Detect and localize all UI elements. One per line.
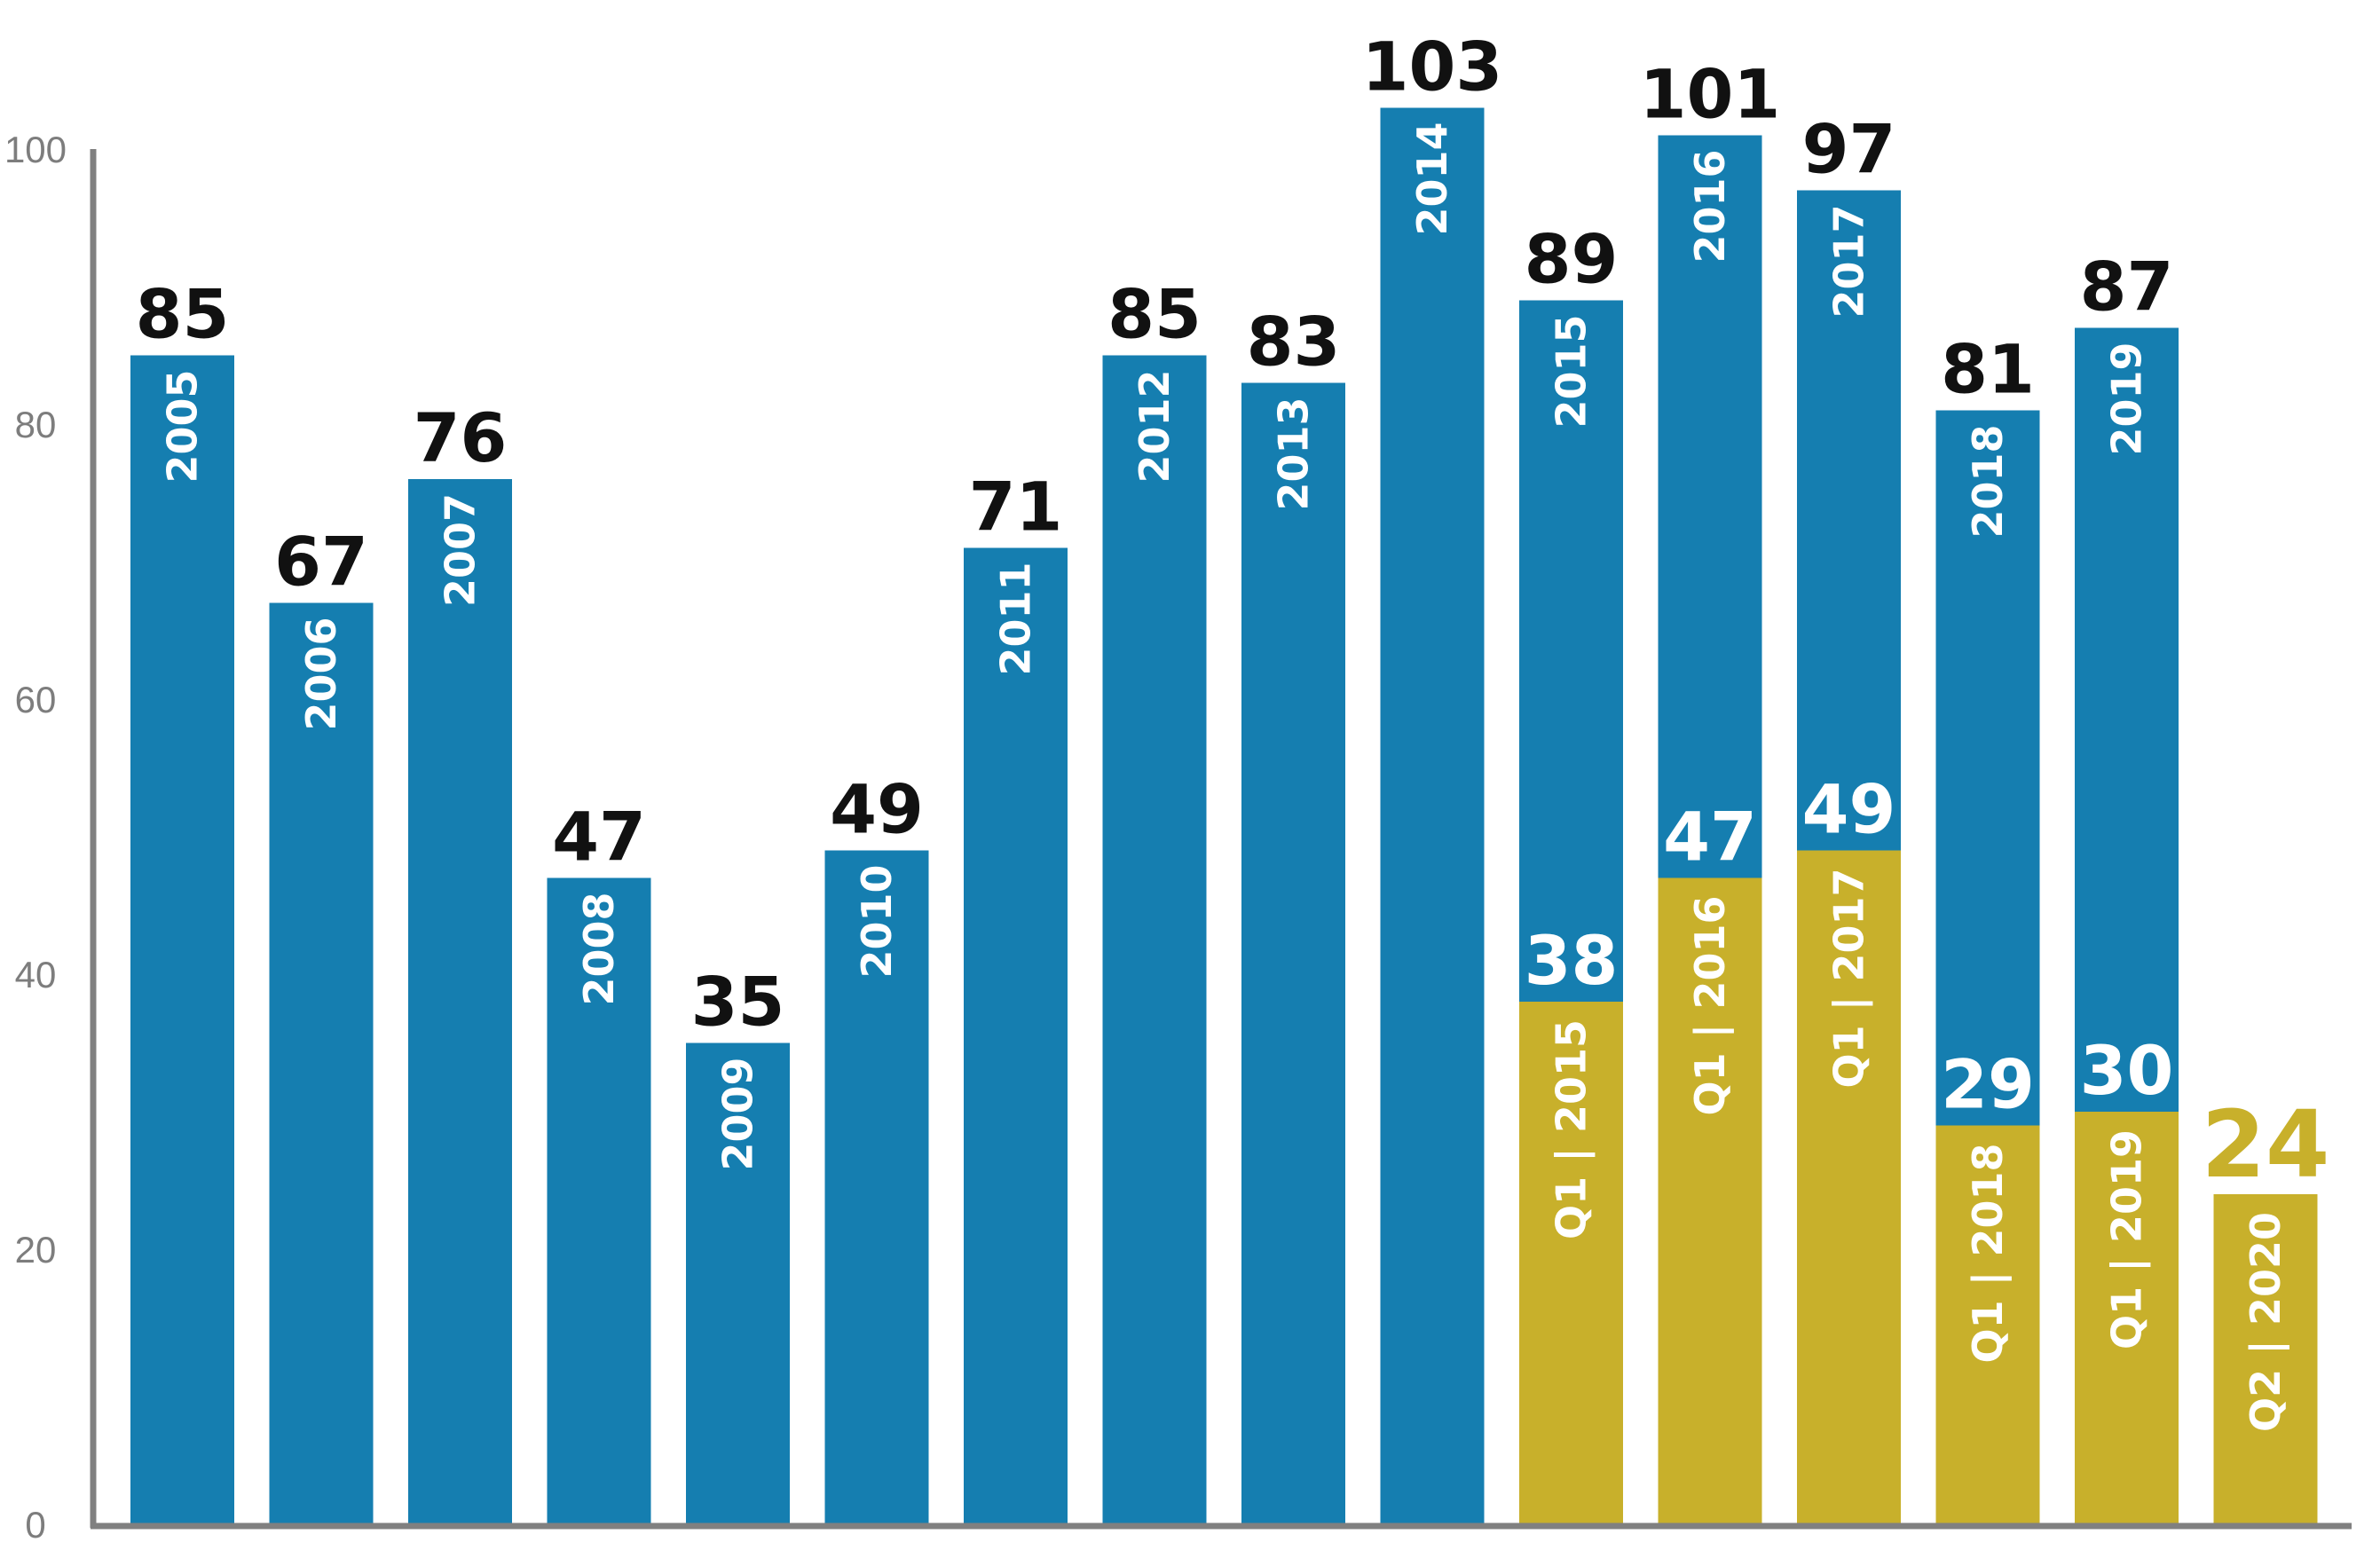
bar-2005 <box>130 355 234 1524</box>
quarter-bar-label: Q1 | 2016 <box>1686 896 1735 1116</box>
bar-label-2013: 2013 <box>1270 397 1318 511</box>
value-label-2019: 87 <box>2080 248 2174 326</box>
labels: 85 2005 67 2006 76 2007 47 2008 35 2009 49 2010 71 20… <box>136 28 2330 1432</box>
y-tick-label: 60 <box>15 679 57 720</box>
bar-label-2006: 2006 <box>297 618 345 731</box>
bar-label-2014: 2014 <box>1408 122 1456 236</box>
bar-label-2012: 2012 <box>1131 370 1178 484</box>
quarter-value-label: 38 <box>1525 921 1619 1000</box>
bar-label-2018: 2018 <box>1964 425 2012 539</box>
y-tick-label: 40 <box>15 954 57 995</box>
value-label-2012: 85 <box>1107 275 1202 354</box>
value-label-2015: 89 <box>1525 220 1619 299</box>
bar-label-2010: 2010 <box>853 865 901 979</box>
bar-label-2015: 2015 <box>1548 315 1596 429</box>
value-label-2008: 47 <box>552 798 646 877</box>
y-tick-label: 80 <box>15 404 57 445</box>
value-label-2009: 35 <box>691 963 785 1042</box>
bar-label-2017: 2017 <box>1825 205 1873 319</box>
y-tick-label: 100 <box>4 129 67 170</box>
value-label-2016: 101 <box>1640 55 1781 134</box>
quarter-value-label: 47 <box>1663 798 1757 877</box>
quarter-bar-Q12019 <box>2075 1112 2179 1524</box>
quarter-bar-Q12017 <box>1797 850 1901 1524</box>
value-label-2005: 85 <box>136 275 230 354</box>
quarter-value-label: 29 <box>1941 1045 2035 1124</box>
quarter-bar-Q12016 <box>1658 877 1762 1524</box>
bar-label-2009: 2009 <box>714 1058 762 1171</box>
y-axis-ticks: 0 20 40 60 80 100 <box>4 129 67 1542</box>
value-label-2014: 103 <box>1362 28 1503 106</box>
bar-label-2019: 2019 <box>2103 342 2151 456</box>
value-label-2017: 97 <box>1802 110 1896 189</box>
bar-label-2007: 2007 <box>437 493 485 607</box>
quarter-bar-label: Q1 | 2019 <box>2103 1129 2152 1349</box>
bar-2010 <box>824 850 929 1524</box>
bar-2012 <box>1102 355 1207 1524</box>
quarter-value-label: 24 <box>2202 1090 2330 1199</box>
quarter-value-label: 30 <box>2080 1031 2174 1110</box>
bar-label-2005: 2005 <box>159 370 207 484</box>
bar-2009 <box>686 1042 790 1524</box>
y-tick-label: 20 <box>15 1229 57 1271</box>
value-label-2011: 71 <box>969 468 1063 547</box>
quarter-bar-label: Q1 | 2018 <box>1964 1144 2013 1364</box>
bar-2008 <box>547 877 651 1524</box>
bar-2006 <box>269 602 374 1524</box>
quarter-value-label: 49 <box>1802 770 1896 849</box>
bar-label-2016: 2016 <box>1686 150 1734 264</box>
value-label-2018: 81 <box>1941 330 2035 409</box>
quarter-bar-label: Q1 | 2017 <box>1825 869 1874 1089</box>
value-label-2013: 83 <box>1247 303 1341 382</box>
bar-label-2008: 2008 <box>575 893 623 1006</box>
quarter-bar-label: Q2 | 2020 <box>2242 1212 2290 1432</box>
y-tick-label: 0 <box>25 1504 45 1542</box>
bars <box>130 107 2318 1524</box>
quarter-bar-label: Q1 | 2015 <box>1548 1019 1596 1239</box>
quarter-bar-Q12015 <box>1519 1002 1623 1524</box>
value-label-2007: 76 <box>414 398 508 477</box>
bar-2007 <box>408 479 512 1524</box>
quarter-bar-Q22020 <box>2213 1194 2318 1524</box>
value-label-2006: 67 <box>274 523 368 602</box>
bar-2011 <box>964 547 1068 1524</box>
bar-label-2011: 2011 <box>992 563 1040 676</box>
quarter-bar-Q12018 <box>1935 1125 2040 1524</box>
bar-2013 <box>1241 382 1345 1524</box>
bar-2014 <box>1380 107 1485 1524</box>
value-label-2010: 49 <box>830 770 924 849</box>
